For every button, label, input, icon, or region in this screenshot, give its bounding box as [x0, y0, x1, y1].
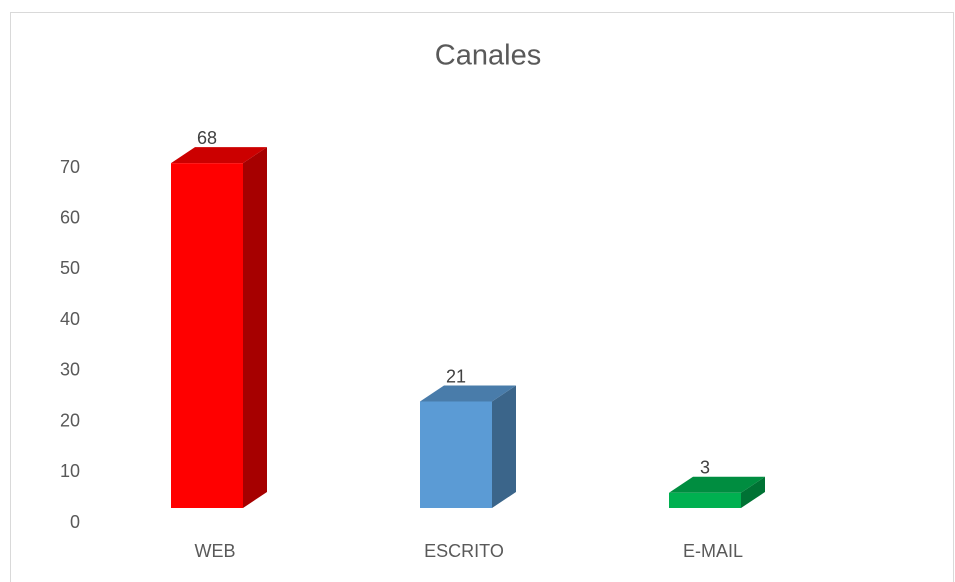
y-tick-label: 30	[60, 360, 80, 380]
y-tick-label: 50	[60, 258, 80, 278]
bar-side	[741, 476, 765, 508]
bar-top	[171, 147, 267, 164]
y-tick-label: 10	[60, 461, 80, 481]
bar	[171, 147, 267, 508]
bar-side	[492, 385, 516, 508]
data-label: 21	[446, 366, 466, 386]
x-tick-label: E-MAIL	[683, 541, 743, 561]
chart-title: Canales	[435, 40, 541, 72]
y-tick-label: 20	[60, 410, 80, 430]
x-tick-label: ESCRITO	[424, 541, 504, 561]
bar-front	[171, 163, 243, 508]
data-label: 68	[197, 128, 217, 148]
bar	[420, 385, 516, 508]
y-tick-label: 60	[60, 207, 80, 227]
bar-side	[243, 147, 267, 508]
data-label: 3	[700, 458, 710, 478]
bar	[669, 476, 765, 508]
bar-front	[420, 401, 492, 508]
bar-front	[669, 492, 741, 508]
bar-top	[420, 385, 516, 402]
x-tick-label: WEB	[194, 541, 235, 561]
y-tick-label: 40	[60, 309, 80, 329]
y-tick-label: 0	[70, 512, 80, 532]
bar-top	[669, 476, 765, 493]
y-tick-label: 70	[60, 157, 80, 177]
